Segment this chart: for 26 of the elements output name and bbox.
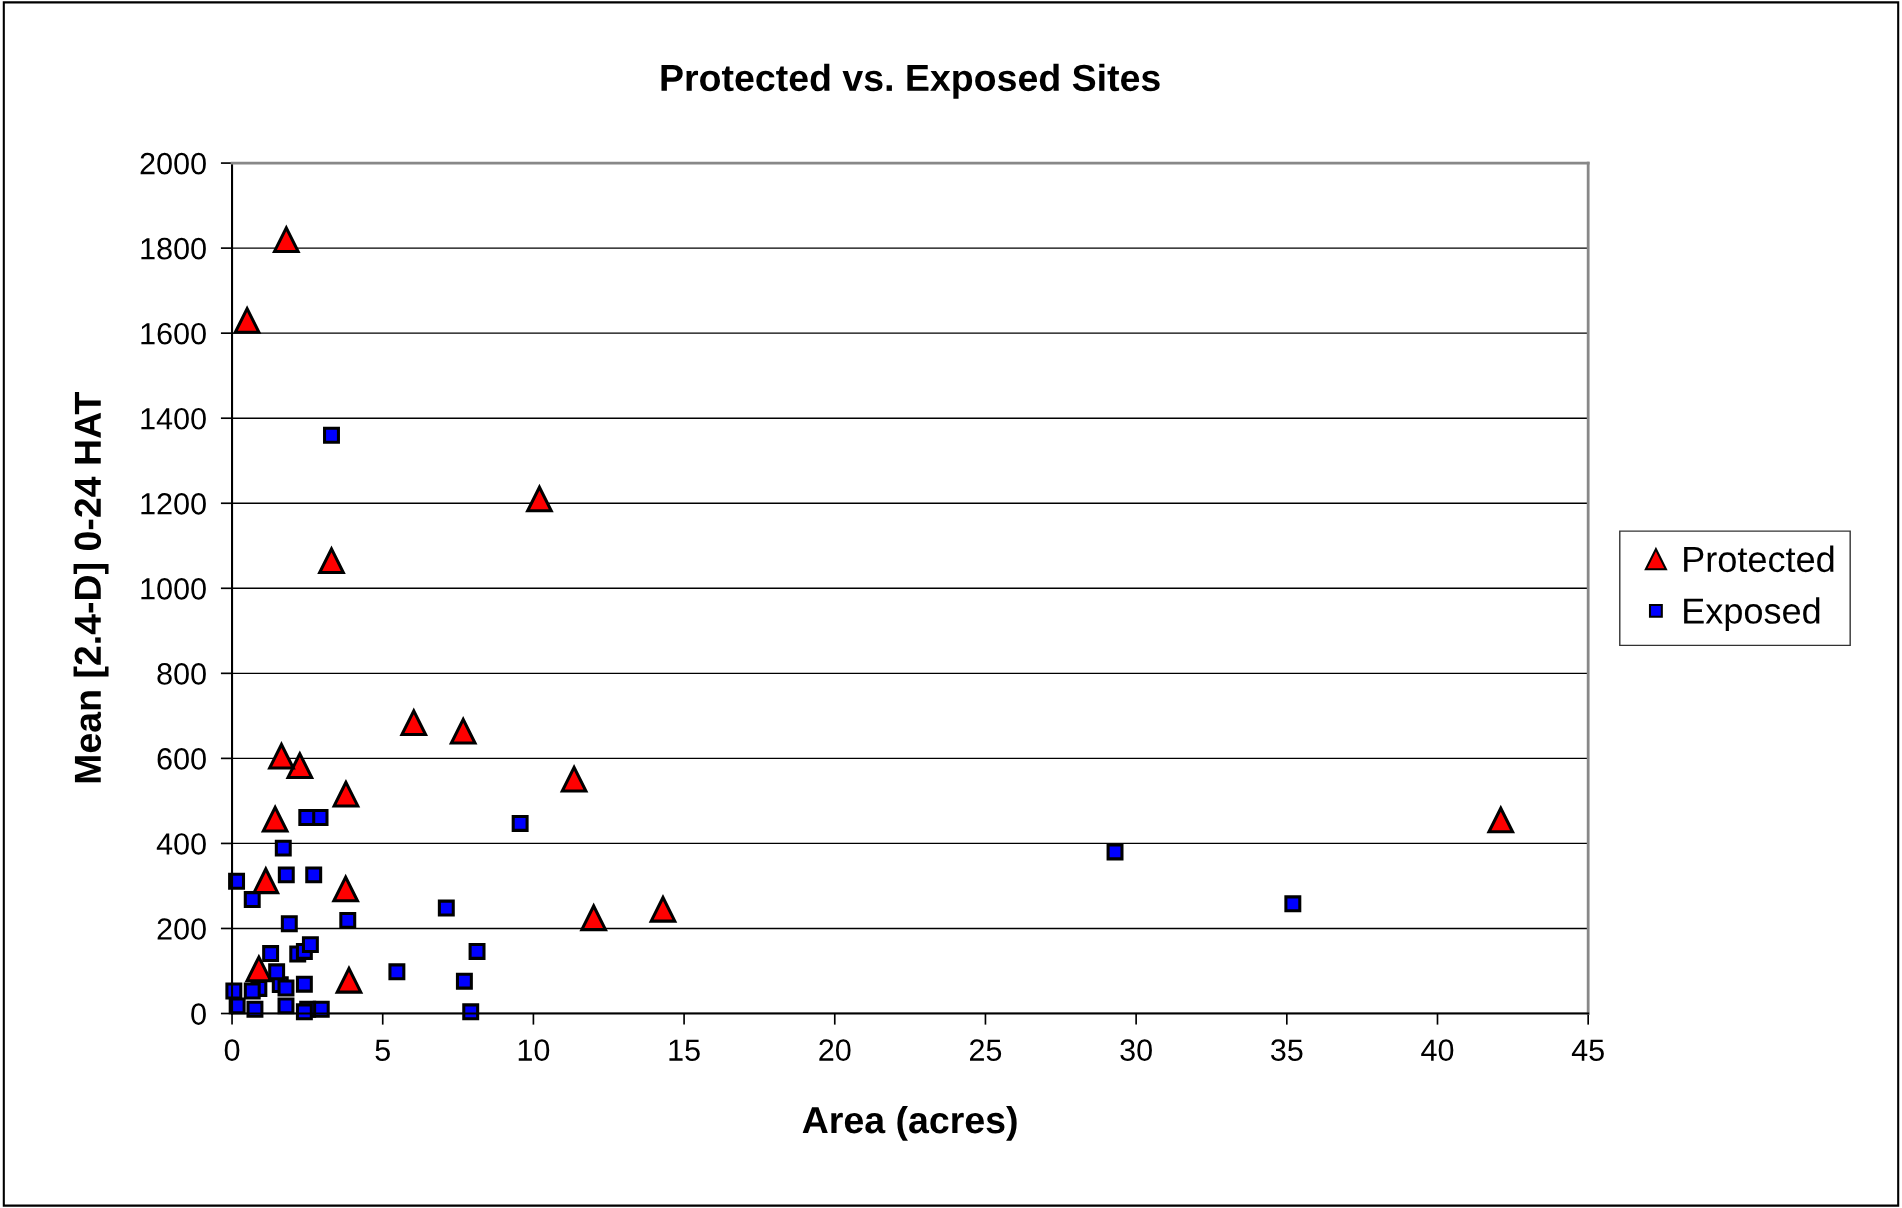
y-tick-label: 2000 <box>140 152 206 175</box>
y-tick-label: 1600 <box>141 322 206 345</box>
y-tick-label: 1000 <box>141 578 206 600</box>
y-tick-label: 1800 <box>141 237 206 260</box>
x-tick-label: 45 <box>1571 1039 1604 1061</box>
x-axis-title: Area (acres) <box>802 1105 1017 1141</box>
y-tick-label: 0 <box>191 1003 206 1025</box>
x-tick-label: 20 <box>819 1039 851 1061</box>
x-tick-label: 0 <box>224 1039 240 1061</box>
x-tick-label: 10 <box>518 1039 550 1061</box>
y-tick-label: 400 <box>156 833 206 855</box>
x-tick-label: 15 <box>669 1039 700 1061</box>
y-tick-label: 1200 <box>141 492 206 515</box>
x-tick-label: 40 <box>1421 1039 1454 1061</box>
y-tick-label: 200 <box>157 918 206 940</box>
x-tick-label: 30 <box>1120 1039 1152 1061</box>
x-tick-label: 35 <box>1270 1039 1303 1061</box>
x-tick-label: 5 <box>375 1039 390 1061</box>
y-tick-label: 800 <box>157 663 206 685</box>
legend-label: Exposed <box>1684 597 1820 631</box>
y-axis-title: Mean [2.4-D] 0-24 HAT <box>73 392 109 783</box>
y-tick-label: 600 <box>157 748 206 770</box>
x-tick-label: 25 <box>969 1039 1002 1061</box>
legend-label: Protected <box>1684 545 1834 573</box>
y-tick-label: 1400 <box>141 407 206 430</box>
chart-title: Protected vs. Exposed Sites <box>661 63 1160 99</box>
